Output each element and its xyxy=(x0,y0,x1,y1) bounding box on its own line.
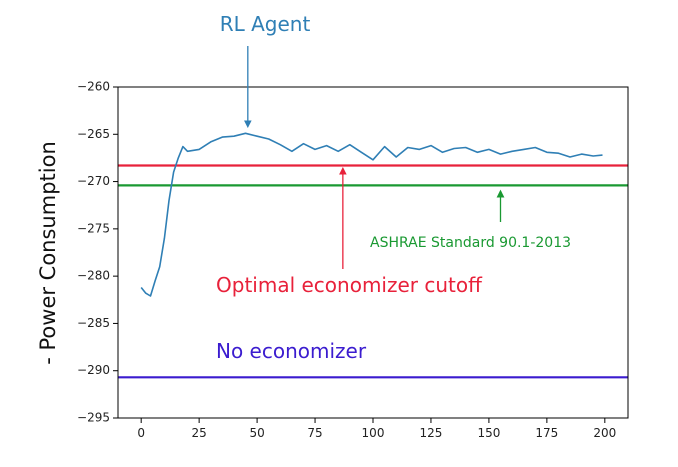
y-tick-label: −275 xyxy=(77,221,110,235)
plot-frame xyxy=(117,86,629,419)
rl-agent-annotation: RL Agent xyxy=(220,12,311,36)
y-tick-label: −290 xyxy=(77,363,110,377)
x-tick-label: 200 xyxy=(593,426,616,440)
x-tick-label: 0 xyxy=(137,426,145,440)
y-tick-label: −265 xyxy=(77,127,110,141)
x-tick-label: 25 xyxy=(191,426,206,440)
y-axis-ticks: −260 −265 −270 −275 −280 −285 −290 −295 xyxy=(77,80,118,425)
optimal-cutoff-annotation: Optimal economizer cutoff xyxy=(216,273,483,297)
series-line-rl-agent xyxy=(140,132,603,297)
x-axis-ticks: 0 25 50 75 100 125 150 175 200 xyxy=(137,418,616,440)
no-economizer-annotation: No economizer xyxy=(216,339,367,363)
y-tick-label: −260 xyxy=(77,80,110,94)
ashrae-annotation: ASHRAE Standard 90.1-2013 xyxy=(370,235,571,251)
x-tick-label: 100 xyxy=(362,426,385,440)
y-tick-label: −270 xyxy=(77,174,110,188)
x-tick-label: 175 xyxy=(535,426,558,440)
x-tick-label: 150 xyxy=(477,426,500,440)
y-tick-label: −280 xyxy=(77,269,110,283)
y-tick-label: −295 xyxy=(77,411,110,425)
y-tick-label: −285 xyxy=(77,316,110,330)
x-tick-label: 75 xyxy=(307,426,322,440)
y-axis-label: - Power Consumption xyxy=(36,141,60,365)
x-tick-label: 125 xyxy=(420,426,443,440)
reference-lines xyxy=(118,164,628,379)
series-group xyxy=(140,132,603,297)
x-tick-label: 50 xyxy=(249,426,264,440)
